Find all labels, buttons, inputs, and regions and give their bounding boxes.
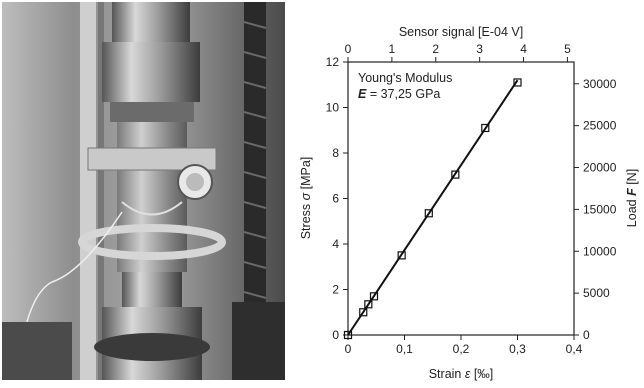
- data-point: [343, 330, 353, 340]
- bottom-tick-label: 0,3: [509, 342, 526, 356]
- annotation-value: = 37,25 GPa: [366, 87, 440, 101]
- bottom-axis-title: Strain ε [‰]: [429, 367, 494, 381]
- right-tick-label: 10000: [583, 244, 617, 258]
- left-axis-title-symbol: σ: [299, 192, 313, 200]
- right-tick-label: 30000: [583, 77, 617, 91]
- left-tick-label: 10: [326, 101, 340, 115]
- right-tick-label: 5000: [583, 286, 610, 300]
- stress-strain-chart: 0 0,1 0,2 0,3 0,4 0 1 2 3 4 5 0 2 4 6 8 10 12 0 5000 10000 15…: [292, 0, 644, 383]
- top-tick-label: 2: [432, 42, 439, 56]
- bottom-axis-title-prefix: Strain: [429, 367, 465, 381]
- data-point: [513, 78, 522, 87]
- right-axis-title-unit: [N]: [625, 169, 639, 188]
- data-point: [364, 300, 373, 309]
- bottom-tick-label: 0,4: [566, 342, 583, 356]
- left-tick-label: 2: [332, 283, 339, 297]
- left-axis-title: Stress σ [MPa]: [299, 157, 313, 240]
- top-tick-label: 1: [389, 42, 396, 56]
- right-axis-title: Load F [N]: [625, 169, 639, 227]
- annotation-line1: Young's Modulus: [358, 71, 452, 85]
- data-point: [359, 308, 368, 317]
- test-rig-illustration: [2, 2, 285, 380]
- plot-frame: [347, 61, 575, 336]
- data-point: [397, 251, 406, 260]
- bottom-axis-title-unit: [‰]: [470, 367, 493, 381]
- right-tick-label: 0: [583, 328, 590, 342]
- specimen-photo: [2, 2, 285, 380]
- right-tick-label: 20000: [583, 161, 617, 175]
- top-tick-label: 4: [520, 42, 527, 56]
- chart-svg: 0 0,1 0,2 0,3 0,40 1 2 3 4 5024681012050001000015…: [299, 25, 639, 381]
- left-tick-label: 12: [326, 55, 340, 69]
- data-point: [481, 123, 490, 133]
- left-tick-label: 6: [332, 192, 339, 206]
- annotation-line2: E = 37,25 GPa: [358, 87, 440, 101]
- right-axis-title-symbol: F: [625, 188, 639, 196]
- data-point: [424, 209, 433, 218]
- left-axis-title-prefix: Stress: [299, 200, 313, 239]
- right-tick-label: 15000: [583, 202, 617, 216]
- data-point: [369, 292, 379, 301]
- top-tick-label: 0: [345, 42, 352, 56]
- bottom-tick-label: 0,2: [453, 342, 470, 356]
- top-axis-title: Sensor signal [E-04 V]: [399, 25, 523, 39]
- data-point: [451, 170, 460, 179]
- bottom-axis-title-symbol: ε: [465, 367, 471, 381]
- left-tick-label: 0: [332, 328, 339, 342]
- bottom-tick-label: 0: [345, 342, 352, 356]
- left-axis-title-unit: [MPa]: [299, 157, 313, 193]
- right-axis-title-prefix: Load: [625, 196, 639, 227]
- left-tick-label: 8: [332, 146, 339, 160]
- bottom-tick-label: 0,1: [396, 342, 413, 356]
- right-tick-label: 25000: [583, 119, 617, 133]
- top-tick-label: 3: [476, 42, 483, 56]
- annotation-symbol: E: [358, 87, 367, 101]
- top-tick-label: 5: [564, 42, 571, 56]
- fit-line: [347, 79, 519, 336]
- left-tick-label: 4: [332, 237, 339, 251]
